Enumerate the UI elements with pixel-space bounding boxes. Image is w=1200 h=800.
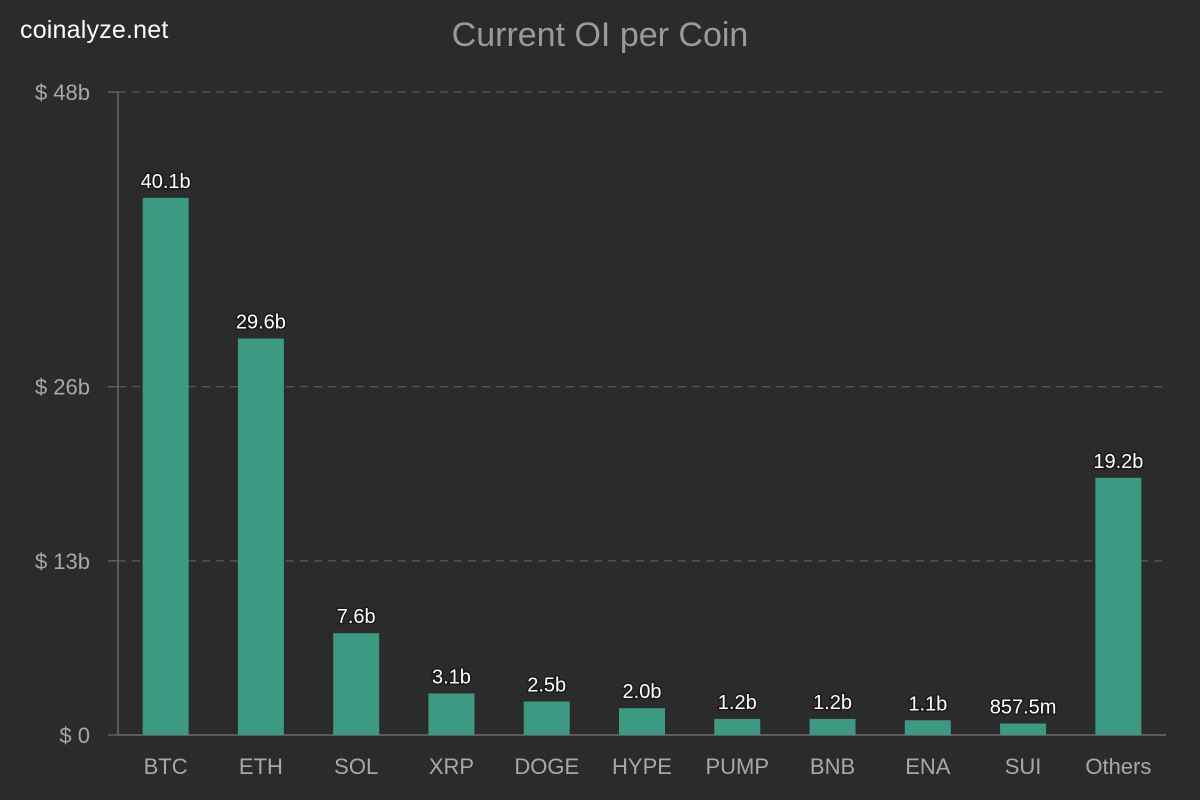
watermark: coinalyze.net	[20, 16, 169, 44]
x-tick-label: PUMP	[705, 754, 769, 779]
x-tick-label: DOGE	[514, 754, 579, 779]
bar-value-label: 1.2b	[813, 692, 852, 714]
bar-eth[interactable]	[237, 338, 284, 735]
bar-value-label: 3.1b	[432, 666, 471, 688]
bar-btc[interactable]	[142, 197, 189, 735]
bars-layer	[142, 197, 1142, 735]
bar-doge[interactable]	[523, 701, 570, 735]
x-tick-label: SOL	[334, 754, 378, 779]
bar-bnb[interactable]	[809, 718, 856, 735]
bar-others[interactable]	[1095, 477, 1142, 735]
bar-value-label: 2.5b	[527, 675, 566, 697]
y-tick-label: $ 13b	[35, 549, 90, 574]
y-tick-label: $ 0	[59, 723, 90, 748]
x-tick-label: BTC	[144, 754, 188, 779]
labels-layer: 40.1b 29.6b 7.6b 3.1b 2.5b 2.0b 1.2b 1.2b 1.1b 85…	[139, 169, 1145, 720]
x-tick-label: Others	[1085, 754, 1151, 779]
y-tick-label: $ 26b	[35, 375, 90, 400]
x-tick-label: SUI	[1005, 754, 1042, 779]
bar-value-label: 2.0b	[623, 681, 662, 703]
bar-value-label: 7.6b	[337, 606, 376, 628]
bar-value-label: 1.1b	[908, 693, 947, 715]
x-tick-label: XRP	[429, 754, 474, 779]
bar-xrp[interactable]	[428, 693, 475, 735]
bar-hype[interactable]	[619, 708, 665, 735]
bar-ena[interactable]	[904, 720, 951, 735]
y-tick-label: $ 48b	[35, 80, 90, 105]
chart-title: Current OI per Coin	[451, 16, 749, 54]
bar-value-label: 29.6b	[236, 311, 286, 333]
bar-value-label: 857.5m	[990, 697, 1057, 719]
axis-layer: $ 0 $ 13b $ 26b $ 48b BTC ETH SOL XRP DOGE HYPE PU…	[35, 80, 1166, 779]
x-tick-label: BNB	[810, 754, 855, 779]
bar-sol[interactable]	[333, 633, 380, 735]
bar-value-label: 40.1b	[141, 171, 191, 193]
x-tick-label: ENA	[905, 754, 951, 779]
bar-value-label: 19.2b	[1093, 451, 1143, 473]
x-tick-label: HYPE	[612, 754, 672, 779]
bar-sui[interactable]	[1000, 723, 1047, 735]
bar-value-label: 1.2b	[718, 692, 757, 714]
bar-pump[interactable]	[714, 718, 761, 735]
x-tick-label: ETH	[239, 754, 283, 779]
grid-layer	[118, 91, 1166, 562]
